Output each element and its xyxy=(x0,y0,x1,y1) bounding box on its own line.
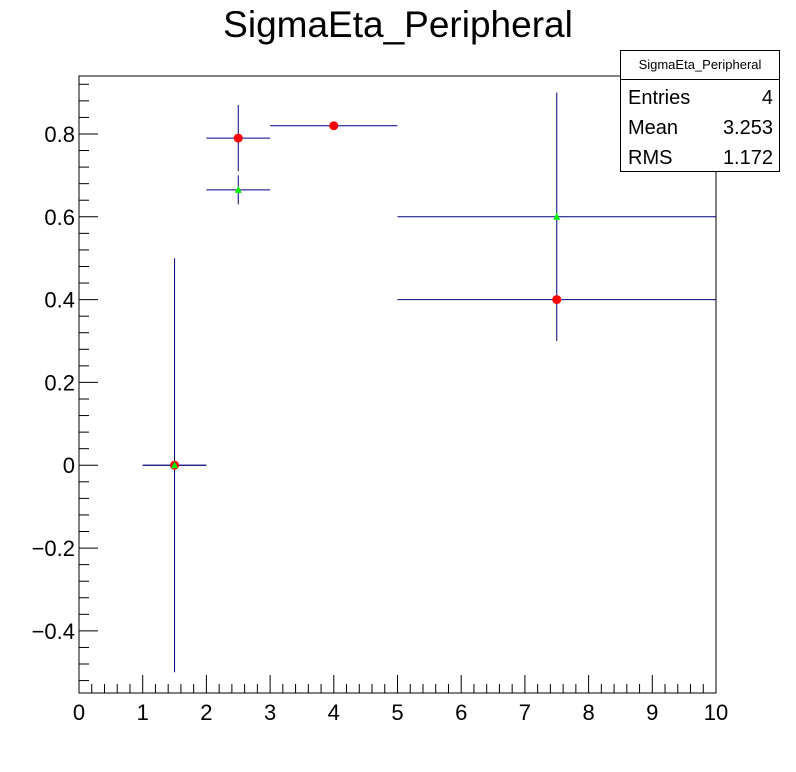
y-tick-label: −0.2 xyxy=(32,536,75,561)
stats-label: Mean xyxy=(628,117,679,139)
x-tick-label: 3 xyxy=(264,700,276,725)
y-tick-label: 0.2 xyxy=(44,370,75,395)
stats-row-rms: RMS 1.172 xyxy=(628,143,773,173)
y-tick-label: 0.4 xyxy=(44,288,75,313)
x-tick-label: 2 xyxy=(200,700,212,725)
stats-value: 3.253 xyxy=(722,117,773,139)
x-tick-label: 1 xyxy=(137,700,149,725)
x-tick-label: 9 xyxy=(646,700,658,725)
x-tick-label: 6 xyxy=(455,700,467,725)
stats-row-mean: Mean 3.253 xyxy=(628,113,773,143)
y-tick-label: −0.4 xyxy=(32,619,75,644)
stats-value: 1.172 xyxy=(722,147,773,169)
stats-box: SigmaEta_Peripheral Entries 4 Mean 3.253… xyxy=(620,50,780,172)
stats-box-title: SigmaEta_Peripheral xyxy=(621,51,779,80)
stats-label: Entries xyxy=(628,87,691,109)
x-tick-label: 8 xyxy=(582,700,594,725)
y-tick-label: 0.6 xyxy=(44,205,75,230)
data-point-circle xyxy=(233,133,243,143)
data-point-triangle xyxy=(234,185,242,193)
y-tick-label: 0.8 xyxy=(44,122,75,147)
x-tick-label: 10 xyxy=(704,700,728,725)
chart-title: SigmaEta_Peripheral xyxy=(223,4,573,45)
data-point-triangle xyxy=(171,461,179,469)
x-tick-label: 5 xyxy=(391,700,403,725)
stats-value: 4 xyxy=(761,87,773,109)
stats-row-entries: Entries 4 xyxy=(628,83,773,113)
x-tick-label: 4 xyxy=(328,700,340,725)
data-point-circle xyxy=(329,121,339,131)
data-point-circle xyxy=(552,295,562,305)
x-tick-label: 0 xyxy=(73,700,85,725)
data-point-triangle xyxy=(553,212,561,220)
stats-label: RMS xyxy=(628,147,673,169)
x-tick-label: 7 xyxy=(519,700,531,725)
y-tick-label: 0 xyxy=(63,453,75,478)
